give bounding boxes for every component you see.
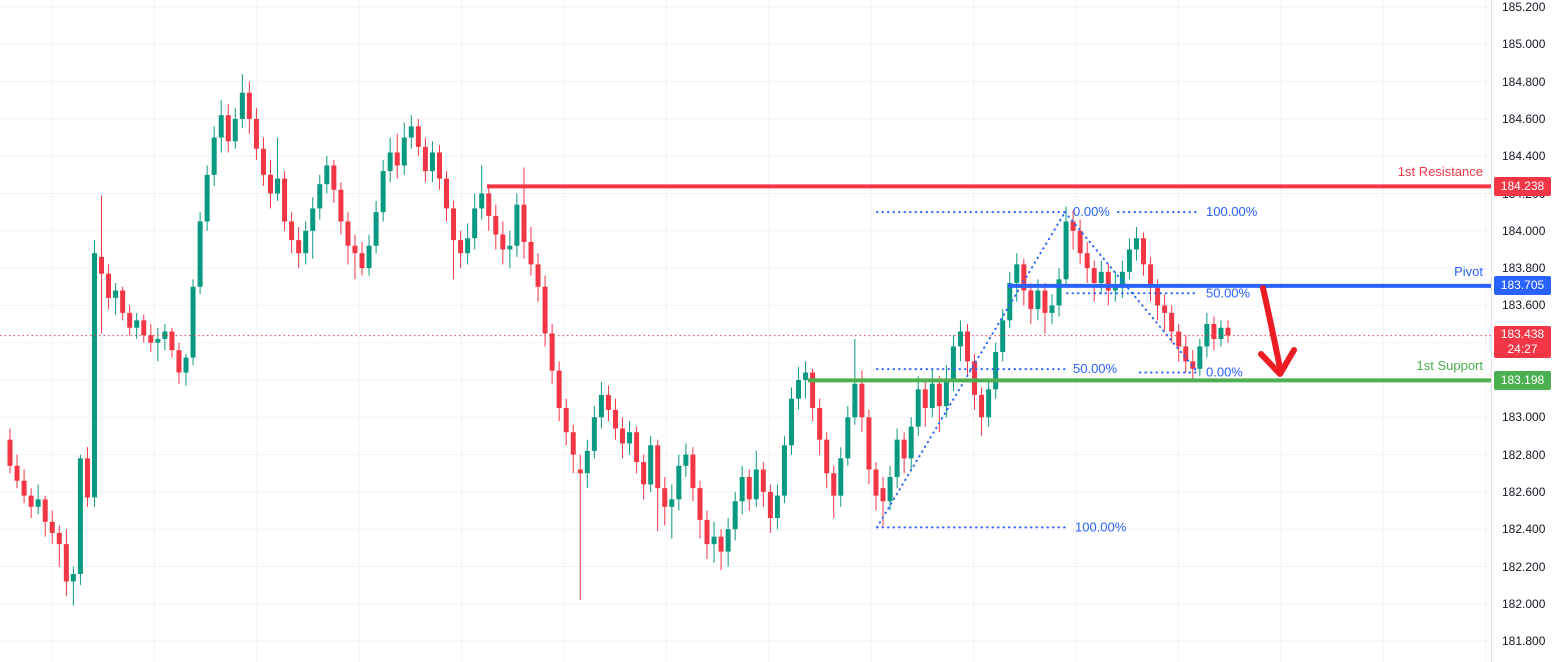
price-axis-tick: 182.400 [1502,522,1546,537]
price-axis-tick: 184.600 [1502,111,1546,126]
support-price-badge: 183.198 [1494,370,1551,390]
fibonacci-retracement[interactable]: 0.00% 100.00% 50.00% 50.00% 0.00% 100.00% [876,204,1258,534]
resistance-price-badge: 184.238 [1494,176,1551,196]
support-label: 1st Support [1416,358,1484,374]
down-arrow-drawing[interactable] [1258,285,1297,377]
fib-level-label: 100.00% [1075,519,1127,534]
price-axis-tick: 182.000 [1502,596,1546,611]
price-axis-tick: 181.800 [1502,634,1546,649]
price-axis-tick: 185.200 [1502,0,1546,14]
bar-countdown: 24:27 [1507,341,1538,356]
fib-level-label: 50.00% [1206,285,1251,300]
price-axis-tick: 183.000 [1502,410,1546,425]
price-axis-tick: 183.600 [1502,298,1546,313]
last-price-badge: 183.438 24:27 [1494,325,1551,358]
pivot-label: Pivot [1454,263,1483,279]
fib-level-label: 0.00% [1073,204,1110,219]
fib-level-label: 50.00% [1073,361,1118,376]
fib-level-label: 0.00% [1206,365,1243,380]
last-price-value: 183.438 [1500,326,1545,341]
price-axis-tick: 183.800 [1502,261,1546,276]
fib-level-label: 100.00% [1206,204,1258,219]
price-axis-tick: 184.400 [1502,149,1546,164]
price-axis[interactable]: 184.238 183.705 183.438 24:27 183.198 18… [1491,0,1553,662]
price-axis-tick: 182.600 [1502,484,1546,499]
price-axis-tick: 182.200 [1502,559,1546,574]
price-axis-tick: 182.800 [1502,447,1546,462]
resistance-label: 1st Resistance [1397,164,1483,180]
candles [7,74,1231,606]
price-axis-tick: 184.800 [1502,74,1546,89]
candlestick-plot[interactable]: 0.00% 100.00% 50.00% 50.00% 0.00% 100.00% [0,0,1491,662]
grid [0,0,1491,662]
pivot-price-badge: 183.705 [1494,276,1551,296]
price-axis-tick: 184.000 [1502,223,1546,238]
price-axis-tick: 185.000 [1502,37,1546,52]
